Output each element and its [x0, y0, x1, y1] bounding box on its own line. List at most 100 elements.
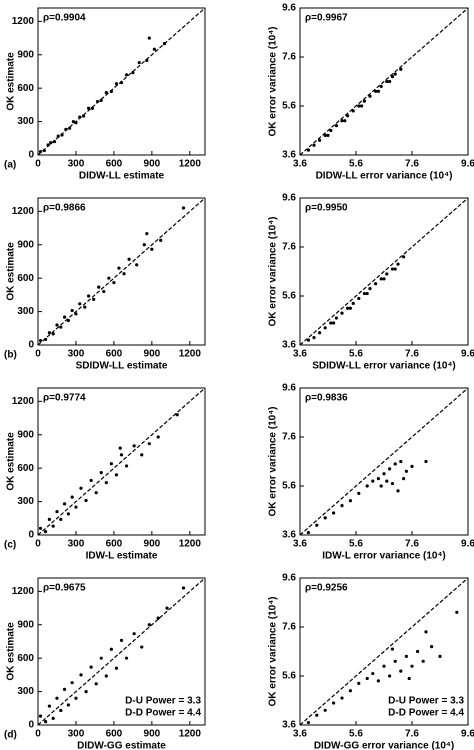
point — [51, 332, 55, 336]
reference-line — [299, 387, 469, 536]
x-tick-label: 9.6 — [461, 349, 474, 360]
x-tick-label: 7.6 — [405, 539, 419, 550]
point — [68, 126, 72, 130]
point — [95, 99, 100, 104]
point — [38, 150, 43, 154]
point — [340, 311, 344, 315]
point — [107, 276, 111, 280]
point — [346, 306, 350, 310]
reference-line — [299, 577, 469, 726]
point — [84, 689, 88, 694]
point — [379, 84, 383, 88]
point — [55, 510, 59, 514]
y-tick-label: 9.6 — [282, 3, 296, 14]
point — [74, 505, 78, 509]
point — [362, 291, 366, 296]
x-axis-label: DIDW-GG estimate — [77, 741, 166, 750]
annotation: ρ=0.9967 — [305, 13, 348, 24]
point — [140, 645, 144, 649]
x-axis-label: SDIDW-LL error variance (10⁴) — [312, 361, 456, 372]
x-tick-label: 5.6 — [349, 159, 363, 170]
reference-line — [299, 197, 469, 346]
point — [351, 109, 355, 113]
point — [152, 47, 156, 51]
y-tick-label: 0 — [28, 150, 34, 161]
point — [66, 318, 70, 323]
point — [79, 486, 83, 490]
x-tick-label: 900 — [144, 539, 161, 550]
y-tick-label: 0 — [28, 530, 34, 541]
point — [131, 70, 135, 75]
point — [438, 654, 442, 659]
point — [390, 481, 394, 486]
point — [340, 696, 344, 700]
point — [51, 716, 55, 720]
point — [124, 464, 129, 468]
point — [424, 459, 428, 464]
point — [89, 478, 93, 483]
y-tick-label: 5.6 — [282, 101, 296, 112]
plot-frame — [37, 387, 206, 536]
point — [137, 60, 141, 65]
y-tick-label: 3.6 — [282, 340, 296, 351]
x-tick-label: 900 — [144, 729, 161, 740]
point — [156, 435, 160, 439]
point — [147, 442, 151, 446]
point — [343, 119, 347, 123]
point — [390, 75, 394, 79]
point — [147, 36, 151, 40]
x-tick-label: 3.6 — [293, 349, 307, 360]
x-tick-label: 7.6 — [405, 349, 419, 360]
point — [323, 516, 327, 520]
y-tick-label: 300 — [17, 496, 34, 507]
point — [114, 473, 119, 477]
x-tick-label: 1200 — [179, 539, 202, 550]
point — [393, 462, 397, 466]
panel-label: (b) — [4, 350, 17, 361]
x-tick-label: 900 — [144, 349, 161, 360]
point — [119, 81, 124, 85]
point — [382, 277, 386, 281]
point — [348, 306, 352, 310]
point — [55, 323, 59, 327]
point — [374, 282, 378, 286]
y-tick-label: 1200 — [12, 16, 35, 27]
point — [122, 272, 126, 276]
point — [368, 287, 372, 291]
point — [407, 676, 411, 681]
point — [94, 682, 98, 686]
annotation: ρ=0.9774 — [43, 393, 86, 404]
point — [87, 294, 91, 298]
y-axis-label: OK error variance (10⁴) — [268, 597, 279, 707]
point — [365, 291, 369, 296]
y-tick-label: 7.6 — [282, 52, 296, 63]
x-axis-label: IDW-L error variance (10⁴) — [322, 551, 446, 562]
point — [334, 124, 338, 128]
y-tick-label: 1200 — [12, 396, 35, 407]
point — [396, 489, 400, 493]
point — [382, 664, 386, 668]
point — [371, 671, 375, 676]
y-tick-label: 1200 — [12, 206, 35, 217]
point — [365, 484, 369, 488]
point — [49, 141, 53, 145]
x-tick-label: 0 — [35, 729, 41, 740]
y-tick-label: 5.6 — [282, 481, 296, 492]
point — [362, 99, 366, 103]
point — [55, 696, 59, 700]
x-tick-label: 300 — [68, 159, 85, 170]
point — [84, 498, 88, 503]
point — [332, 321, 336, 325]
point — [306, 338, 310, 342]
point — [376, 89, 380, 93]
point — [181, 206, 186, 210]
point — [62, 315, 67, 319]
reference-line — [37, 577, 206, 726]
y-tick-label: 9.6 — [282, 573, 296, 584]
point — [332, 511, 336, 515]
point — [376, 477, 380, 481]
note: D-U Power = 3.3 — [388, 696, 464, 707]
x-tick-label: 600 — [106, 729, 123, 740]
point — [99, 471, 103, 475]
x-tick-label: 1200 — [179, 729, 202, 740]
